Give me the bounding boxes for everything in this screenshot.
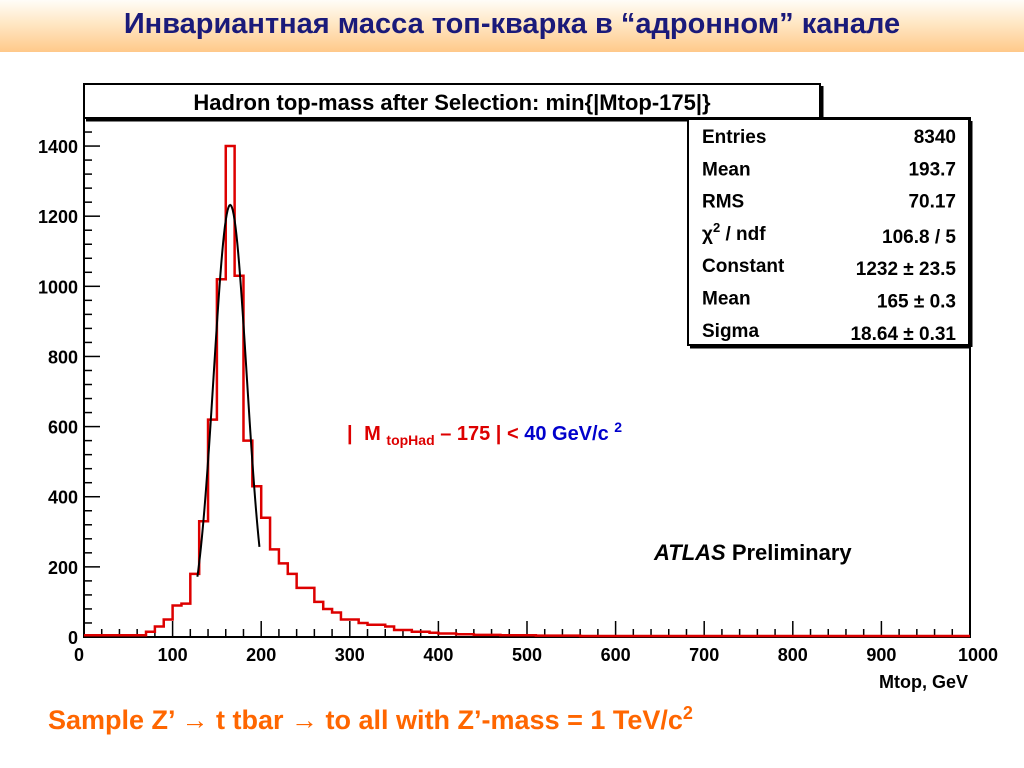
y-tick-label: 200 (48, 558, 78, 578)
atlas-italic: ATLAS (653, 540, 726, 565)
stats-value: 193.7 (908, 159, 956, 180)
x-tick-label: 200 (246, 645, 276, 665)
stats-label-sup: 2 (713, 220, 720, 235)
atlas-rest: Preliminary (726, 540, 853, 565)
atlas-label: ATLAS Preliminary (653, 540, 852, 565)
y-tick-label: 400 (48, 488, 78, 508)
y-tick-label: 600 (48, 418, 78, 438)
cut-m: M (364, 423, 381, 445)
y-tick-label: 800 (48, 347, 78, 367)
slide-title: Инвариантная масса топ-кварка в “адронно… (123, 8, 901, 40)
stats-label-chi: χ (702, 224, 713, 245)
y-tick-label: 1200 (38, 207, 78, 227)
stats-label: Mean (702, 159, 751, 180)
stats-rows: Entries 8340 Mean 193.7 RMS 70.17 χ2 / ndf 106.… (702, 127, 956, 345)
y-tick-label: 1400 (38, 137, 78, 157)
caption-text: Sample Z’ → t tbar → to all with Z’-mass… (48, 705, 683, 735)
stats-box (687, 118, 970, 346)
stats-label: Constant (702, 256, 785, 277)
stats-label: Entries (702, 127, 766, 148)
cut-blue-sup: 2 (614, 419, 622, 435)
gaussian-fit (196, 203, 261, 577)
y-axis: 0 200 400 600 800 1000 1200 1400 (38, 117, 100, 648)
chart-title: Hadron top-mass after Selection: min{|Mt… (193, 90, 711, 115)
y-tick-label: 1000 (38, 277, 78, 297)
stats-value: 1232 ± 23.5 (856, 259, 957, 280)
x-tick-label: 0 (74, 645, 84, 665)
x-tick-label: 900 (866, 645, 896, 665)
stats-label: χ2 / ndf (702, 220, 766, 245)
x-tick-label: 400 (423, 645, 453, 665)
x-tick-label: 300 (335, 645, 365, 665)
x-tick-label: 100 (158, 645, 188, 665)
cut-subscript: topHad (386, 432, 434, 448)
stats-label: Mean (702, 289, 751, 310)
stats-value: 70.17 (908, 192, 956, 213)
x-axis: 0 100 200 300 400 500 600 700 800 900 1000 (74, 621, 998, 665)
cut-lt: < (507, 423, 524, 445)
stats-value: 8340 (914, 127, 956, 148)
stats-value: 18.64 ± 0.31 (850, 324, 956, 345)
cut-blue: 40 GeV/c (524, 423, 609, 445)
cut-bar-open: | (347, 423, 353, 445)
stats-label: RMS (702, 192, 744, 213)
x-tick-label: 700 (689, 645, 719, 665)
stats-label: Sigma (702, 321, 759, 342)
x-tick-label: 1000 (958, 645, 998, 665)
caption: Sample Z’ → t tbar → to all with Z’-mass… (48, 703, 693, 736)
x-axis-label: Mtop, GeV (879, 672, 968, 692)
x-tick-label: 600 (601, 645, 631, 665)
cut-red-rest: – 175 | (440, 423, 501, 445)
x-tick-label: 500 (512, 645, 542, 665)
stats-value: 106.8 / 5 (882, 227, 956, 248)
y-tick-label: 0 (68, 628, 78, 648)
fit-curve (196, 203, 261, 577)
stats-value: 165 ± 0.3 (877, 292, 956, 313)
stats-label-rest: / ndf (720, 224, 766, 245)
cut-annotation: | M topHad – 175 | < 40 GeV/c 2 (347, 419, 622, 450)
x-tick-label: 800 (778, 645, 808, 665)
chart-title-box (83, 83, 821, 119)
title-bar (0, 0, 1024, 52)
caption-superscript: 2 (682, 703, 693, 723)
